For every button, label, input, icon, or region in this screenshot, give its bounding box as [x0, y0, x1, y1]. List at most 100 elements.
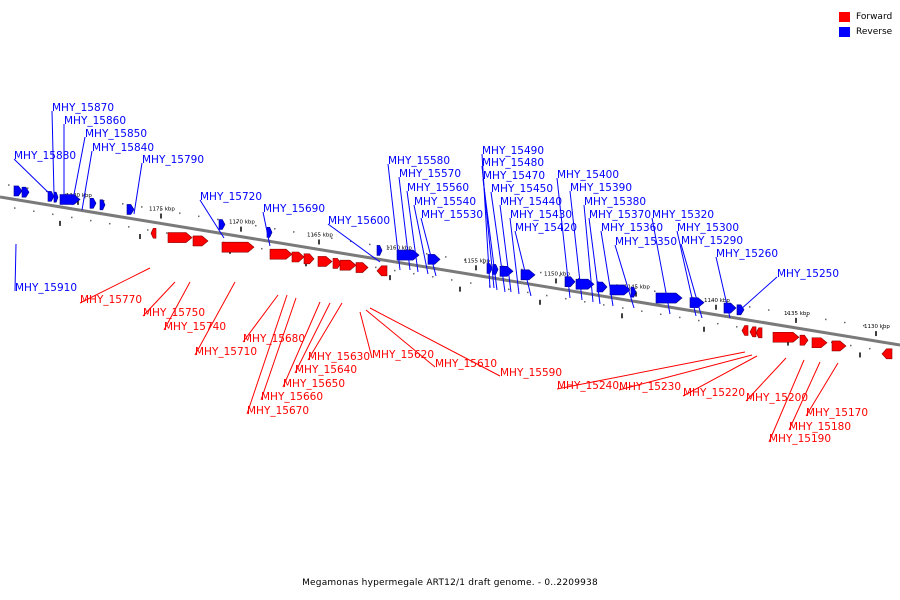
- gene-label: MHY_15300: [677, 222, 739, 234]
- gene-label-leader: [509, 217, 520, 295]
- track-dot: [217, 218, 219, 221]
- track-dot: [844, 321, 846, 324]
- gene-label: MHY_15860: [64, 115, 126, 127]
- reverse-gene-arrow: [723, 302, 737, 314]
- track-dot: [578, 278, 580, 280]
- gene-label-leader: [600, 230, 614, 307]
- reverse-gene-arrow: [126, 204, 135, 215]
- track-dot: [622, 307, 624, 309]
- gene-label-leader: [242, 294, 279, 343]
- forward-gene-arrow: [303, 253, 315, 265]
- forward-gene-arrow: [339, 259, 357, 271]
- track-dot: [160, 209, 162, 211]
- gene-label-leader: [133, 162, 143, 215]
- forward-gene-arrow: [332, 258, 342, 269]
- forward-gene-arrow: [167, 232, 193, 243]
- scale-tick-label: 1175 kbp: [149, 206, 175, 212]
- forward-gene-arrow: [831, 340, 847, 352]
- gene-label-leader: [680, 243, 703, 319]
- gene-label: MHY_15190: [769, 433, 831, 445]
- gene-label-leader: [514, 230, 532, 297]
- gene-label-leader: [676, 230, 697, 317]
- scale-tick-label: 1165 kbp: [307, 232, 333, 238]
- gene-label-leader: [556, 351, 746, 390]
- track-dot: [369, 243, 371, 246]
- gene-label: MHY_15910: [15, 282, 77, 294]
- gene-label: MHY_15610: [435, 358, 497, 370]
- gene-label-leader: [359, 311, 373, 359]
- scale-tick-label: 1170 kbp: [229, 220, 255, 226]
- gene-label-leader: [739, 276, 778, 311]
- gene-label: MHY_15260: [716, 248, 778, 260]
- track-dot: [521, 268, 523, 271]
- scale-tick-label: 1180 kbp: [66, 193, 92, 199]
- gene-label-leader: [583, 204, 594, 303]
- gene-label-leader: [482, 178, 498, 291]
- gene-label: MHY_15530: [421, 209, 483, 221]
- track-dot: [128, 226, 130, 228]
- gene-label: MHY_15680: [243, 333, 305, 345]
- forward-gene-arrow: [799, 334, 809, 346]
- reverse-gene-arrow: [655, 292, 683, 304]
- gene-label: MHY_15590: [500, 367, 562, 379]
- gene-label: MHY_15640: [295, 364, 357, 376]
- reverse-gene-arrow: [266, 227, 273, 238]
- forward-gene-arrow: [749, 326, 757, 338]
- track-dot: [293, 231, 295, 233]
- gene-label-leader: [387, 163, 401, 271]
- track-dot: [660, 313, 662, 316]
- track-dot: [559, 274, 561, 277]
- reverse-gene-arrow: [520, 269, 536, 281]
- gene-label: MHY_15670: [247, 405, 309, 417]
- gene-label: MHY_15240: [557, 380, 619, 392]
- track-dot: [331, 237, 333, 239]
- forward-gene-arrow: [772, 331, 800, 343]
- track-dot: [394, 269, 396, 272]
- gene-label: MHY_15480: [482, 157, 544, 169]
- gene-label: MHY_15440: [500, 196, 562, 208]
- gene-label-leader: [588, 217, 601, 305]
- gene-label-leader: [282, 301, 321, 388]
- reverse-swatch: [839, 26, 850, 37]
- track-dot: [432, 276, 434, 278]
- gene-label: MHY_15400: [557, 169, 619, 181]
- gene-label: MHY_15320: [652, 209, 714, 221]
- gene-label-leader: [51, 110, 55, 195]
- reverse-gene-arrow: [89, 197, 97, 209]
- track-dot: [679, 316, 681, 319]
- gene-label: MHY_15170: [806, 407, 868, 419]
- gene-label: MHY_15350: [615, 236, 677, 248]
- forward-gene-arrow: [291, 251, 305, 263]
- track-dot: [546, 294, 548, 297]
- track-dot: [84, 196, 86, 199]
- track-dot: [863, 324, 865, 327]
- gene-label-leader: [715, 256, 731, 319]
- legend-forward-label: Forward: [856, 11, 893, 22]
- gene-label: MHY_15360: [601, 222, 663, 234]
- gene-label-leader: [788, 361, 821, 431]
- gene-label: MHY_15570: [399, 168, 461, 180]
- track-dot: [14, 207, 16, 209]
- reverse-gene-arrow: [99, 199, 106, 211]
- gene-label-leader: [651, 217, 671, 315]
- gene-label-leader: [13, 158, 55, 199]
- gene-label: MHY_15720: [200, 191, 262, 203]
- track-dot: [350, 240, 352, 243]
- track-dot: [736, 326, 738, 328]
- track-dot: [236, 221, 238, 224]
- gene-label: MHY_15660: [261, 391, 323, 403]
- gene-label-leader: [805, 362, 839, 417]
- gene-label-leader: [490, 191, 506, 293]
- gene-label: MHY_15620: [372, 349, 434, 361]
- reverse-gene-arrow: [596, 281, 608, 293]
- gene-label-leader: [81, 150, 93, 211]
- gene-label: MHY_15390: [570, 182, 632, 194]
- reverse-gene-arrow: [13, 185, 23, 197]
- gene-label-leader: [682, 355, 758, 397]
- gene-label: MHY_15200: [746, 392, 808, 404]
- gene-label: MHY_15850: [85, 128, 147, 140]
- reverse-gene-arrow: [218, 219, 226, 230]
- gene-label: MHY_15220: [683, 387, 745, 399]
- track-dot: [483, 262, 485, 264]
